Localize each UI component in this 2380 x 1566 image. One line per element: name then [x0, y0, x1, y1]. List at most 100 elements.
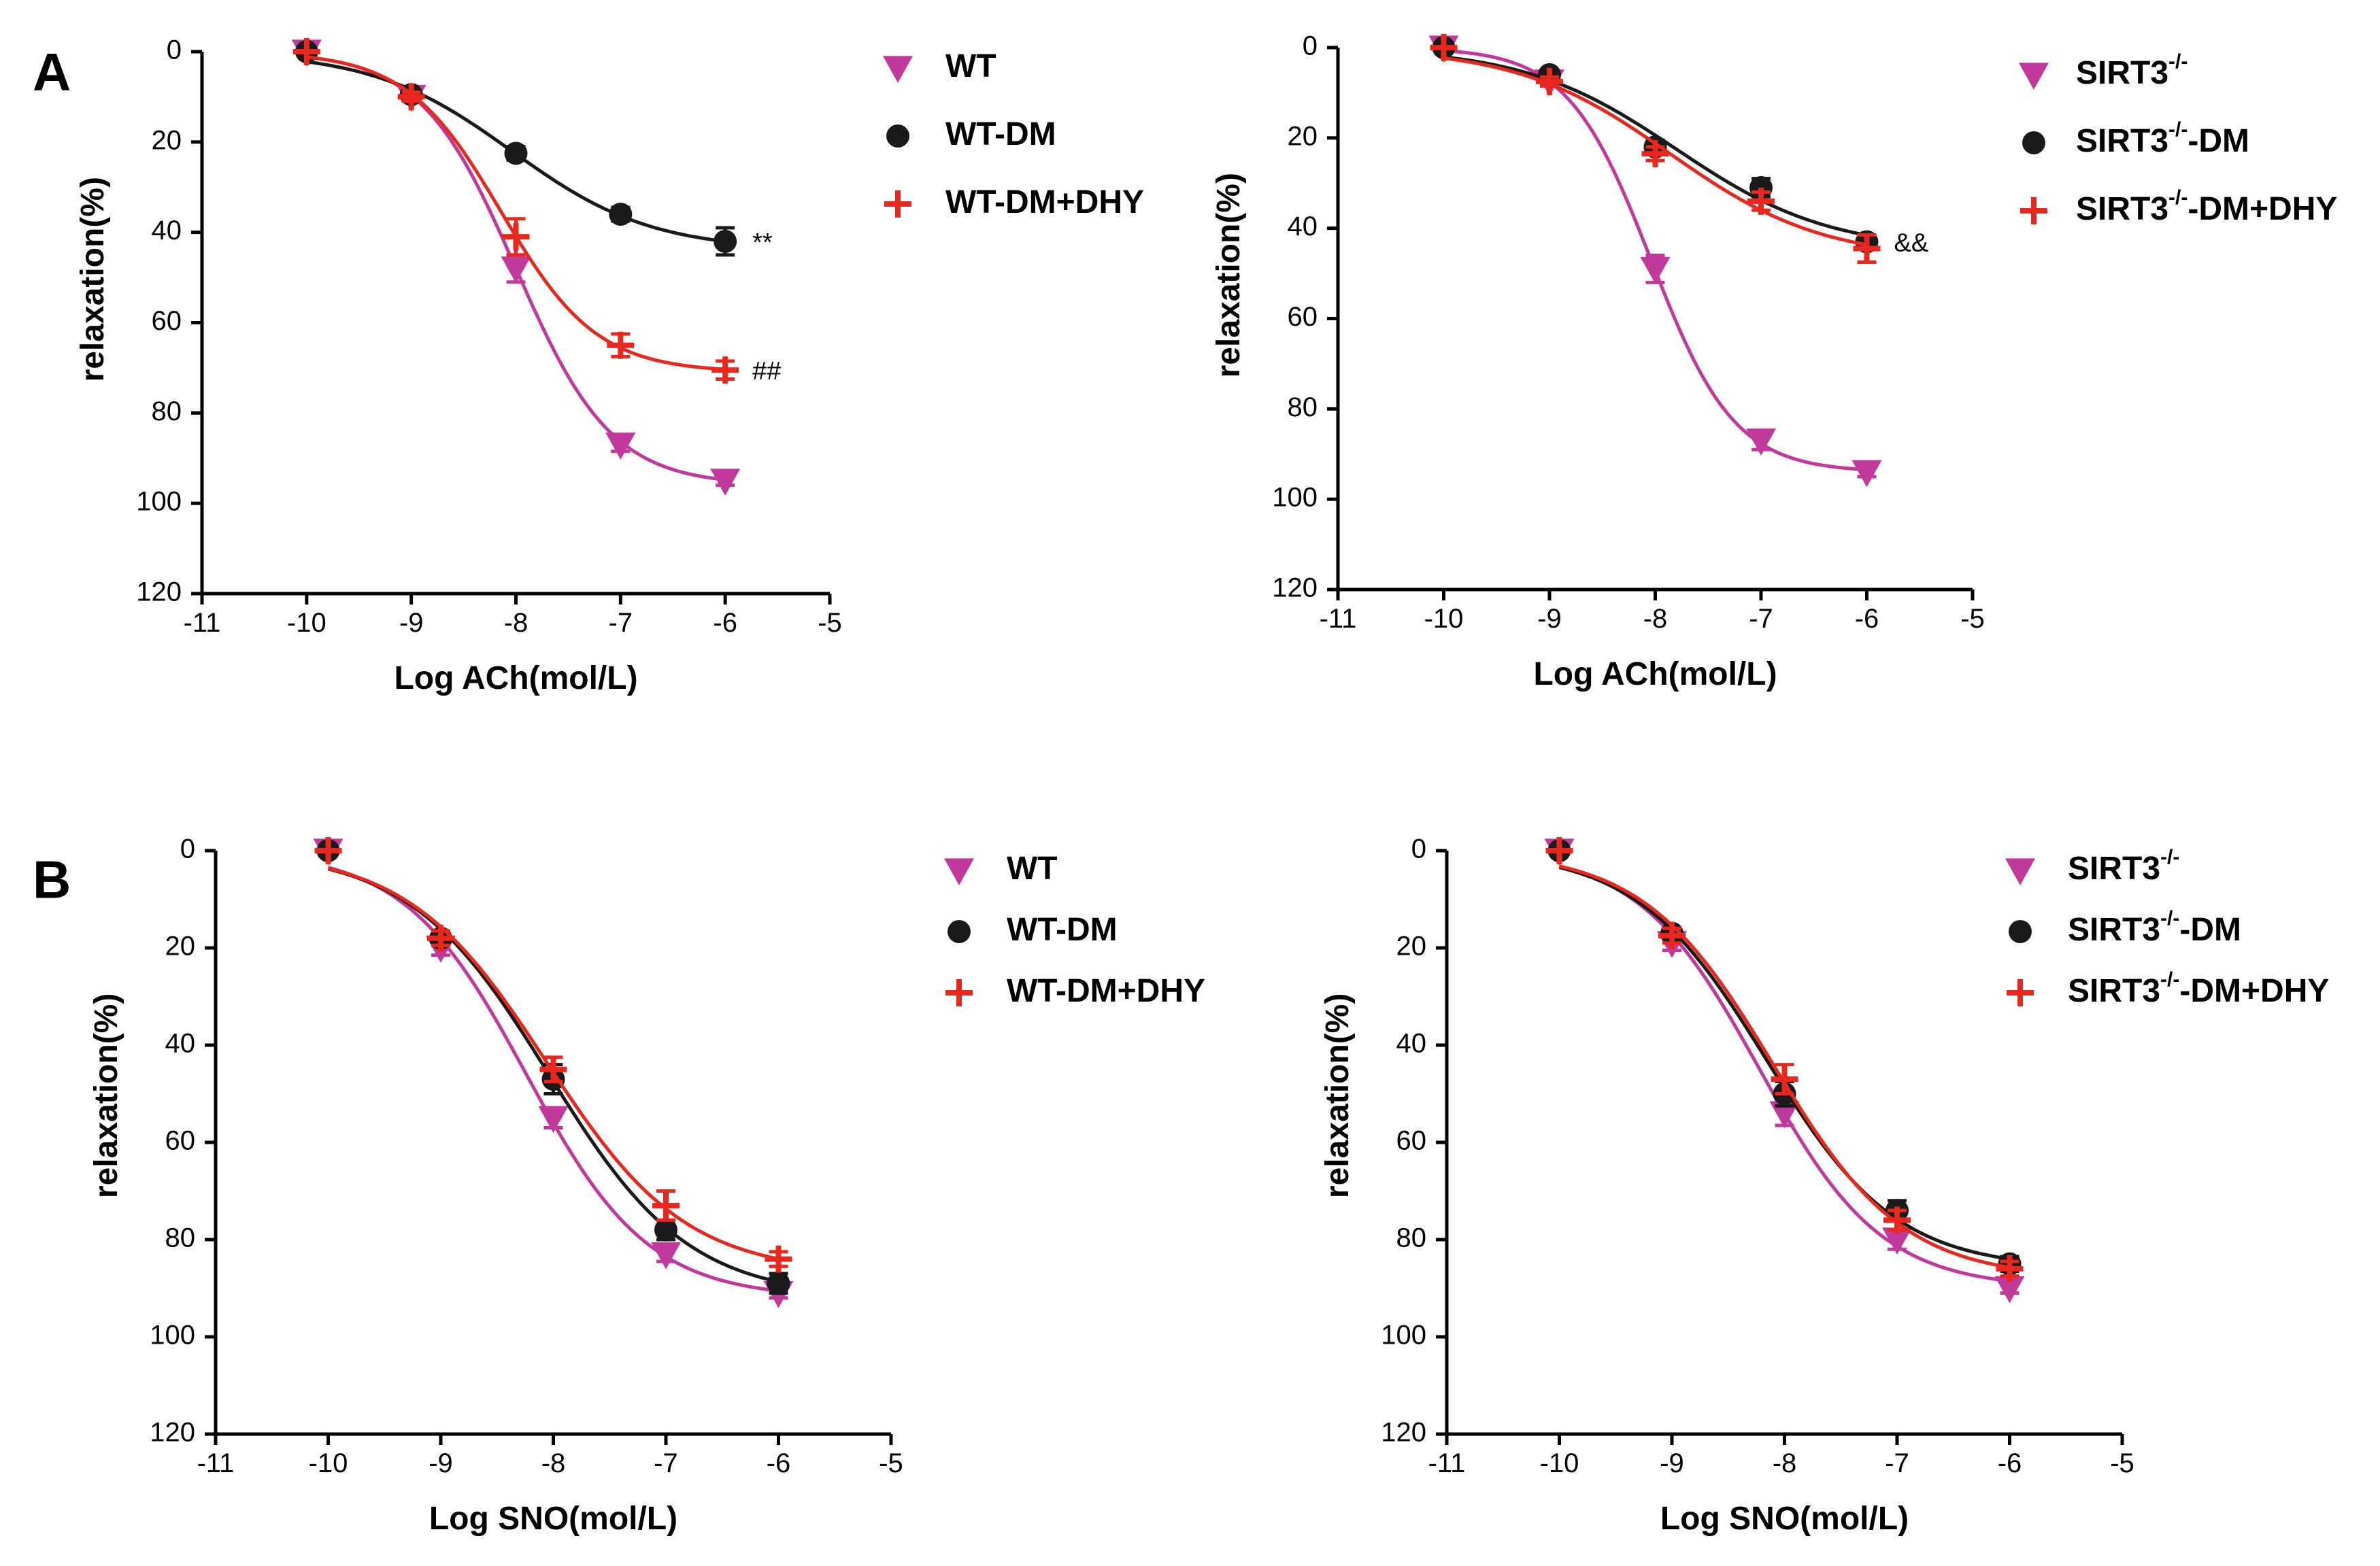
- x-tick-label: -10: [1424, 604, 1464, 634]
- data-point: [710, 469, 741, 496]
- panel-label: A: [33, 42, 71, 102]
- data-point: [711, 356, 739, 384]
- legend-marker: [948, 920, 971, 943]
- series-dm: **: [295, 40, 773, 257]
- x-tick-label: -10: [287, 608, 326, 638]
- legend-item: WT: [944, 851, 1058, 887]
- x-tick-label: -6: [1855, 604, 1879, 634]
- y-tick-label: 40: [1288, 211, 1318, 241]
- data-point: [654, 1218, 677, 1242]
- series-dhy: [1545, 837, 2024, 1282]
- y-tick-label: 60: [1288, 302, 1318, 332]
- y-tick-label: 80: [165, 1223, 196, 1253]
- legend-marker: [883, 56, 913, 83]
- data-point: [501, 256, 531, 284]
- legend-label: SIRT3-/--DM: [2076, 118, 2249, 159]
- data-point: [1430, 34, 1458, 61]
- legend-item: SIRT3-/-: [2019, 50, 2188, 91]
- legend-label: SIRT3-/--DM+DHY: [2076, 186, 2337, 227]
- legend-item: SIRT3-/--DM+DHY: [2020, 186, 2337, 227]
- legend-label: WT-DM: [945, 116, 1056, 152]
- fit-curve: [1443, 55, 1867, 237]
- x-tick-label: -6: [1998, 1448, 2022, 1478]
- x-tick-label: -6: [713, 608, 737, 638]
- fit-curve: [306, 55, 726, 371]
- y-tick-label: 80: [1396, 1223, 1427, 1253]
- legend-marker: [884, 190, 911, 218]
- data-point: [539, 1055, 567, 1083]
- data-point: [714, 229, 737, 253]
- data-point: [1883, 1206, 1911, 1234]
- y-tick-label: 0: [167, 35, 182, 65]
- y-tick-label: 120: [1381, 1418, 1426, 1448]
- y-tick-label: 0: [180, 834, 195, 864]
- legend-label: SIRT3-/-: [2076, 50, 2188, 91]
- legend-label: WT-DM+DHY: [945, 184, 1144, 220]
- significance-annotation: &&: [1894, 229, 1929, 258]
- x-tick-label: -9: [399, 608, 424, 638]
- y-tick-label: 40: [152, 216, 182, 245]
- legend-marker: [886, 124, 909, 148]
- legend-marker: [2020, 197, 2047, 224]
- data-point: [1996, 1255, 2024, 1282]
- series-dhy: [1430, 34, 1881, 264]
- legend-marker: [2022, 131, 2045, 154]
- data-point: [1994, 1276, 2025, 1304]
- x-tick-label: -5: [1960, 604, 1985, 634]
- data-point: [607, 331, 635, 359]
- data-point: [314, 837, 342, 864]
- chart-panel-4: 0 20 40 60 80 100 120-11 -10 -9 -8 -7 -6 -5 Log SNO(m…: [1320, 834, 2329, 1537]
- x-tick-label: -8: [541, 1448, 566, 1478]
- data-point: [504, 141, 528, 165]
- data-point: [1641, 140, 1669, 168]
- y-tick-label: 80: [1288, 392, 1318, 422]
- legend-item: WT-DM+DHY: [884, 184, 1144, 220]
- x-tick-label: -11: [1320, 604, 1357, 634]
- y-tick-label: 120: [150, 1418, 195, 1448]
- legend-item: WT-DM: [886, 116, 1056, 152]
- data-point: [1851, 460, 1882, 488]
- y-tick-label: 20: [1396, 932, 1427, 961]
- series-dm: [1547, 839, 2022, 1276]
- legend-item: SIRT3-/--DM: [2022, 118, 2249, 159]
- y-tick-label: 60: [152, 306, 182, 336]
- y-tick-label: 40: [1396, 1029, 1427, 1059]
- data-point: [609, 203, 633, 226]
- data-point: [1545, 837, 1573, 864]
- x-tick-label: -7: [609, 608, 633, 638]
- y-axis-label: relaxation(%): [75, 177, 111, 381]
- x-tick-label: -5: [818, 608, 842, 638]
- chart-panel-1: A 0 20 40 60 80 100 120-11 -10 -9 -8 -7 -6 -5 Log ACh(…: [33, 35, 1144, 696]
- x-axis-label: Log ACh(mol/L): [394, 660, 637, 696]
- x-tick-label: -10: [309, 1448, 348, 1478]
- x-tick-label: -6: [767, 1448, 791, 1478]
- y-tick-label: 20: [1288, 121, 1318, 151]
- y-tick-label: 60: [165, 1126, 196, 1156]
- legend-item: WT: [883, 48, 996, 84]
- y-tick-label: 0: [1303, 31, 1318, 61]
- data-point: [502, 223, 530, 251]
- legend-label: SIRT3-/--DM+DHY: [2068, 968, 2329, 1009]
- x-tick-label: -8: [504, 608, 529, 638]
- panel-label: B: [33, 850, 71, 910]
- x-axis-label: Log SNO(mol/L): [1660, 1501, 1909, 1537]
- legend-marker: [2007, 979, 2034, 1006]
- x-axis-label: Log SNO(mol/L): [429, 1501, 677, 1537]
- chart-panel-2: 0 20 40 60 80 100 120-11 -10 -9 -8 -7 -6 -5 Log ACh(m…: [1211, 31, 2337, 692]
- legend-marker: [945, 979, 973, 1006]
- data-point: [1853, 235, 1881, 262]
- y-axis-label: relaxation(%): [88, 993, 124, 1198]
- legend-marker: [2005, 858, 2035, 885]
- series-dhy: ##: [292, 38, 781, 386]
- series-wt: [1428, 35, 1882, 488]
- data-point: [1536, 67, 1563, 95]
- significance-annotation: **: [752, 228, 773, 257]
- legend-label: WT: [1007, 851, 1058, 887]
- y-tick-label: 100: [136, 487, 182, 517]
- significance-annotation: ##: [752, 357, 781, 386]
- data-point: [1658, 922, 1686, 950]
- series-wt: [291, 39, 741, 496]
- data-point: [427, 924, 454, 952]
- data-point: [605, 432, 636, 460]
